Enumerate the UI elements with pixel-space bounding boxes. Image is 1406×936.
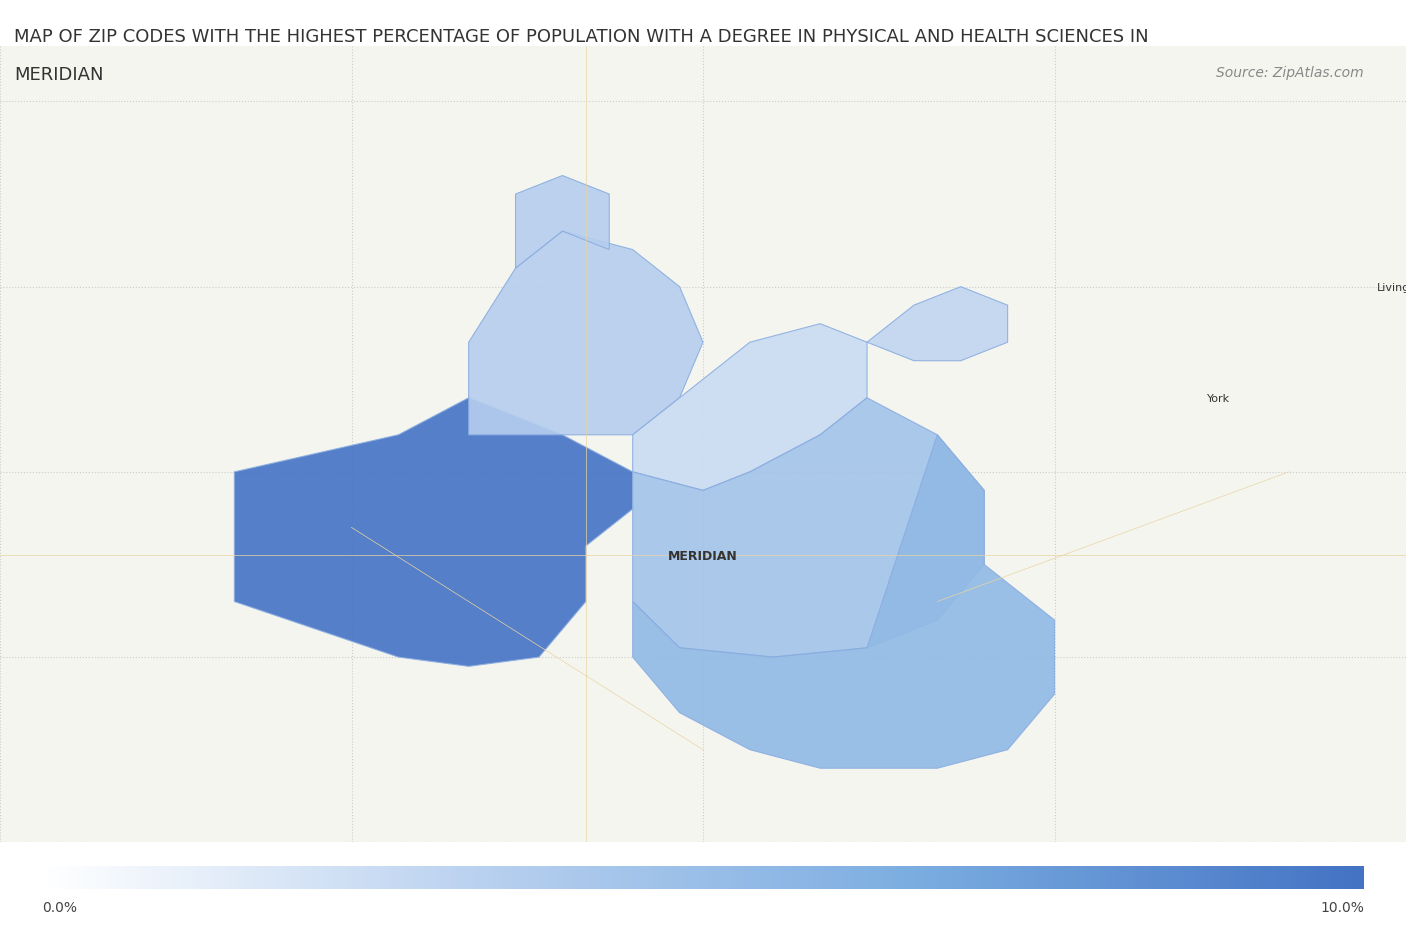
Text: 10.0%: 10.0% (1320, 900, 1364, 914)
Polygon shape (633, 435, 1054, 768)
Text: York: York (1206, 393, 1230, 403)
Text: 0.0%: 0.0% (42, 900, 77, 914)
Text: MERIDIAN: MERIDIAN (14, 66, 104, 83)
Text: Livingston: Livingston (1378, 283, 1406, 292)
Polygon shape (468, 232, 703, 435)
Polygon shape (633, 325, 868, 490)
Text: MERIDIAN: MERIDIAN (668, 549, 738, 563)
Polygon shape (516, 176, 609, 269)
Polygon shape (633, 399, 984, 657)
Polygon shape (868, 287, 1008, 361)
Text: MAP OF ZIP CODES WITH THE HIGHEST PERCENTAGE OF POPULATION WITH A DEGREE IN PHYS: MAP OF ZIP CODES WITH THE HIGHEST PERCEN… (14, 28, 1149, 46)
Text: Source: ZipAtlas.com: Source: ZipAtlas.com (1216, 66, 1364, 80)
Polygon shape (235, 399, 633, 666)
